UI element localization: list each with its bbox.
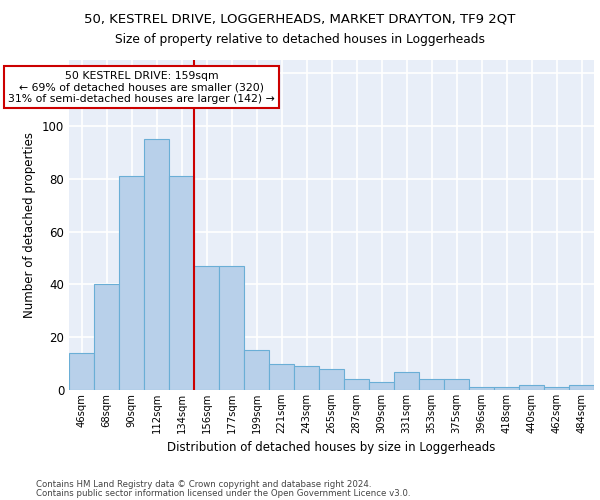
Bar [469, 388, 494, 390]
Bar [94, 284, 119, 390]
Y-axis label: Number of detached properties: Number of detached properties [23, 132, 36, 318]
Bar [219, 266, 244, 390]
X-axis label: Distribution of detached houses by size in Loggerheads: Distribution of detached houses by size … [167, 442, 496, 454]
Bar [69, 353, 94, 390]
Text: Contains public sector information licensed under the Open Government Licence v3: Contains public sector information licen… [36, 488, 410, 498]
Bar [144, 139, 169, 390]
Bar [519, 384, 544, 390]
Bar [344, 380, 369, 390]
Text: Contains HM Land Registry data © Crown copyright and database right 2024.: Contains HM Land Registry data © Crown c… [36, 480, 371, 489]
Bar [394, 372, 419, 390]
Bar [369, 382, 394, 390]
Bar [169, 176, 194, 390]
Bar [494, 388, 519, 390]
Bar [544, 388, 569, 390]
Bar [269, 364, 294, 390]
Bar [569, 384, 594, 390]
Bar [444, 380, 469, 390]
Bar [194, 266, 219, 390]
Bar [319, 369, 344, 390]
Bar [119, 176, 144, 390]
Text: 50, KESTREL DRIVE, LOGGERHEADS, MARKET DRAYTON, TF9 2QT: 50, KESTREL DRIVE, LOGGERHEADS, MARKET D… [85, 12, 515, 26]
Text: Size of property relative to detached houses in Loggerheads: Size of property relative to detached ho… [115, 32, 485, 46]
Text: 50 KESTREL DRIVE: 159sqm
← 69% of detached houses are smaller (320)
31% of semi-: 50 KESTREL DRIVE: 159sqm ← 69% of detach… [8, 70, 275, 104]
Bar [419, 380, 444, 390]
Bar [294, 366, 319, 390]
Bar [244, 350, 269, 390]
